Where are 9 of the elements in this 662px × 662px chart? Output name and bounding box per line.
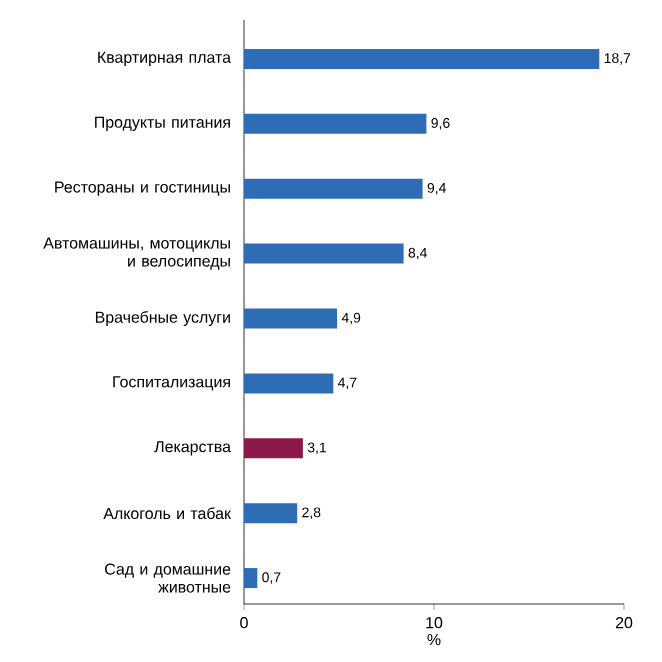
bar (244, 438, 303, 459)
bar (244, 503, 298, 524)
bar (244, 308, 338, 329)
bar (244, 373, 334, 394)
bar (244, 48, 600, 69)
bar (244, 243, 404, 264)
bar (244, 568, 258, 589)
bar (244, 113, 427, 134)
bar (244, 178, 423, 199)
